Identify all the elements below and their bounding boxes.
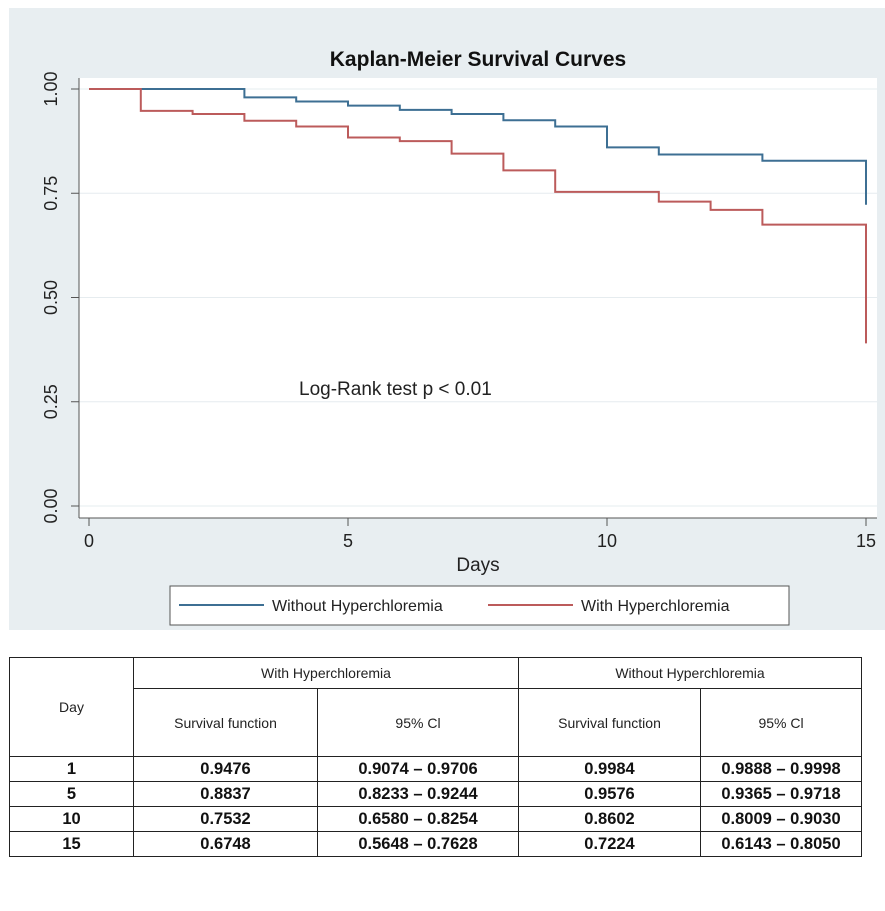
x-tick-label: 10 bbox=[597, 531, 617, 551]
cell-day: 5 bbox=[9, 781, 134, 807]
cell-ci-without: 0.8009 – 0.9030 bbox=[699, 806, 863, 832]
cell-ci-with: 0.9074 – 0.9706 bbox=[317, 756, 519, 782]
subheader-survival-without: Survival function bbox=[518, 688, 701, 757]
cell-ci-without: 0.9365 – 0.9718 bbox=[699, 781, 863, 807]
cell-ci-without: 0.9888 – 0.9998 bbox=[699, 756, 863, 782]
chart-title: Kaplan-Meier Survival Curves bbox=[330, 48, 626, 71]
cell-survival-without: 0.9576 bbox=[518, 781, 701, 807]
cell-ci-without: 0.6143 – 0.8050 bbox=[699, 831, 863, 857]
x-tick-label: 0 bbox=[84, 531, 94, 551]
survival-curve-without bbox=[89, 88, 867, 205]
cell-survival-with: 0.7532 bbox=[133, 806, 318, 832]
log-rank-annotation: Log-Rank test p < 0.01 bbox=[299, 379, 492, 400]
cell-survival-with: 0.6748 bbox=[133, 831, 318, 857]
cell-survival-without: 0.9984 bbox=[518, 756, 701, 782]
y-tick-label: 0.00 bbox=[41, 488, 61, 523]
gridlines bbox=[79, 88, 877, 507]
cell-ci-with: 0.8233 – 0.9244 bbox=[317, 781, 519, 807]
subheader-ci-without: 95% Cl bbox=[699, 688, 863, 757]
cell-day: 15 bbox=[9, 831, 134, 857]
legend-label-without: Without Hyperchloremia bbox=[272, 598, 443, 615]
table-row: 5 0.8837 0.8233 – 0.9244 0.9576 0.9365 –… bbox=[9, 781, 863, 807]
x-axis-label: Days bbox=[456, 555, 499, 576]
cell-survival-with: 0.9476 bbox=[133, 756, 318, 782]
survival-curve-with bbox=[89, 88, 867, 344]
group-header-without: Without Hyperchloremia bbox=[517, 657, 863, 689]
subheader-ci-with: 95% Cl bbox=[317, 688, 519, 757]
cell-day: 10 bbox=[9, 806, 134, 832]
subheader-survival-with: Survival function bbox=[133, 688, 318, 757]
table-header-row: Day With Hyperchloremia Without Hyperchl… bbox=[9, 657, 863, 757]
day-header: Day bbox=[9, 657, 134, 757]
x-tick-label: 5 bbox=[343, 531, 353, 551]
y-tick-label: 1.00 bbox=[41, 71, 61, 106]
table-row: 15 0.6748 0.5648 – 0.7628 0.7224 0.6143 … bbox=[9, 831, 863, 857]
cell-survival-without: 0.8602 bbox=[518, 806, 701, 832]
group-header-with: With Hyperchloremia bbox=[133, 657, 519, 689]
legend: Without Hyperchloremia With Hyperchlorem… bbox=[169, 585, 790, 626]
table-row: 1 0.9476 0.9074 – 0.9706 0.9984 0.9888 –… bbox=[9, 756, 863, 782]
legend-box bbox=[169, 585, 790, 626]
cell-ci-with: 0.5648 – 0.7628 bbox=[317, 831, 519, 857]
cell-day: 1 bbox=[9, 756, 134, 782]
survival-curves bbox=[89, 88, 867, 344]
y-tick-label: 0.25 bbox=[41, 384, 61, 419]
cell-ci-with: 0.6580 – 0.8254 bbox=[317, 806, 519, 832]
y-tick-label: 0.50 bbox=[41, 280, 61, 315]
table-subheader-row: Survival function 95% Cl Survival functi… bbox=[10, 688, 863, 757]
y-ticks: 0.00 0.25 0.50 0.75 1.00 bbox=[41, 71, 79, 524]
legend-label-with: With Hyperchloremia bbox=[581, 598, 730, 615]
km-chart: 0.00 0.25 0.50 0.75 1.00 0 5 10 15 Kaplan-Meier… bbox=[41, 48, 877, 626]
y-tick-label: 0.75 bbox=[41, 176, 61, 211]
chart-figure: 0.00 0.25 0.50 0.75 1.00 0 5 10 15 Kaplan-Meier… bbox=[9, 8, 885, 630]
x-ticks: 0 5 10 15 bbox=[84, 518, 876, 551]
cell-survival-without: 0.7224 bbox=[518, 831, 701, 857]
x-tick-label: 15 bbox=[856, 531, 876, 551]
cell-survival-with: 0.8837 bbox=[133, 781, 318, 807]
survival-table: Day With Hyperchloremia Without Hyperchl… bbox=[9, 657, 863, 857]
table-row: 10 0.7532 0.6580 – 0.8254 0.8602 0.8009 … bbox=[9, 806, 863, 832]
